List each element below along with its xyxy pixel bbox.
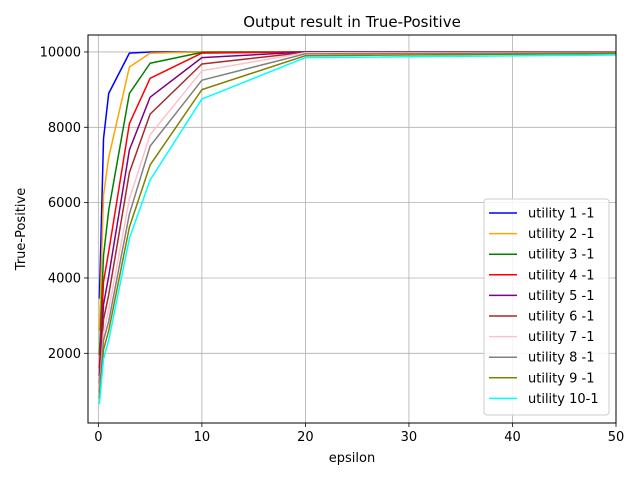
series-line-9 xyxy=(98,52,617,399)
y-axis: 2000 4000 6000 8000 10000 xyxy=(40,45,88,362)
y-tick-label: 2000 xyxy=(48,347,81,362)
series-line-7 xyxy=(98,51,617,390)
series-line-5 xyxy=(98,51,616,376)
x-tick-label: 30 xyxy=(401,430,418,445)
legend-label: utility 10-1 xyxy=(528,392,599,407)
y-tick-label: 10000 xyxy=(40,45,81,60)
legend-label: utility 9 -1 xyxy=(528,371,594,386)
x-tick-label: 20 xyxy=(297,430,314,445)
x-tick-label: 10 xyxy=(194,430,211,445)
chart-title: Output result in True-Positive xyxy=(243,13,461,31)
x-tick-label: 0 xyxy=(94,430,102,445)
legend-label: utility 5 -1 xyxy=(528,289,594,304)
legend-label: utility 1 -1 xyxy=(528,207,594,222)
plot-frame xyxy=(87,34,617,424)
legend-label: utility 7 -1 xyxy=(528,330,594,345)
series-layer xyxy=(98,51,617,405)
y-tick-label: 8000 xyxy=(48,121,81,136)
series-line-4 xyxy=(98,51,616,369)
y-tick-label: 4000 xyxy=(48,271,81,286)
legend-label: utility 8 -1 xyxy=(528,351,594,366)
y-axis-label: True-Positive xyxy=(14,188,29,271)
legend-box xyxy=(483,198,610,416)
legend-label: utility 3 -1 xyxy=(528,248,594,263)
series-line-10 xyxy=(98,54,617,405)
x-tick-label: 50 xyxy=(608,430,625,445)
legend-label: utility 2 -1 xyxy=(528,227,594,242)
legend-label: utility 6 -1 xyxy=(528,310,594,325)
series-line-8 xyxy=(98,51,617,393)
legend-label: utility 4 -1 xyxy=(528,268,594,283)
legend: utility 1 -1 utility 2 -1 utility 3 -1 util… xyxy=(483,198,610,416)
x-tick-label: 40 xyxy=(504,430,521,445)
y-tick-label: 6000 xyxy=(48,196,81,211)
series-line-6 xyxy=(98,51,617,384)
x-axis: 0 10 20 30 40 50 xyxy=(94,423,624,445)
x-axis-label: epsilon xyxy=(329,451,375,466)
